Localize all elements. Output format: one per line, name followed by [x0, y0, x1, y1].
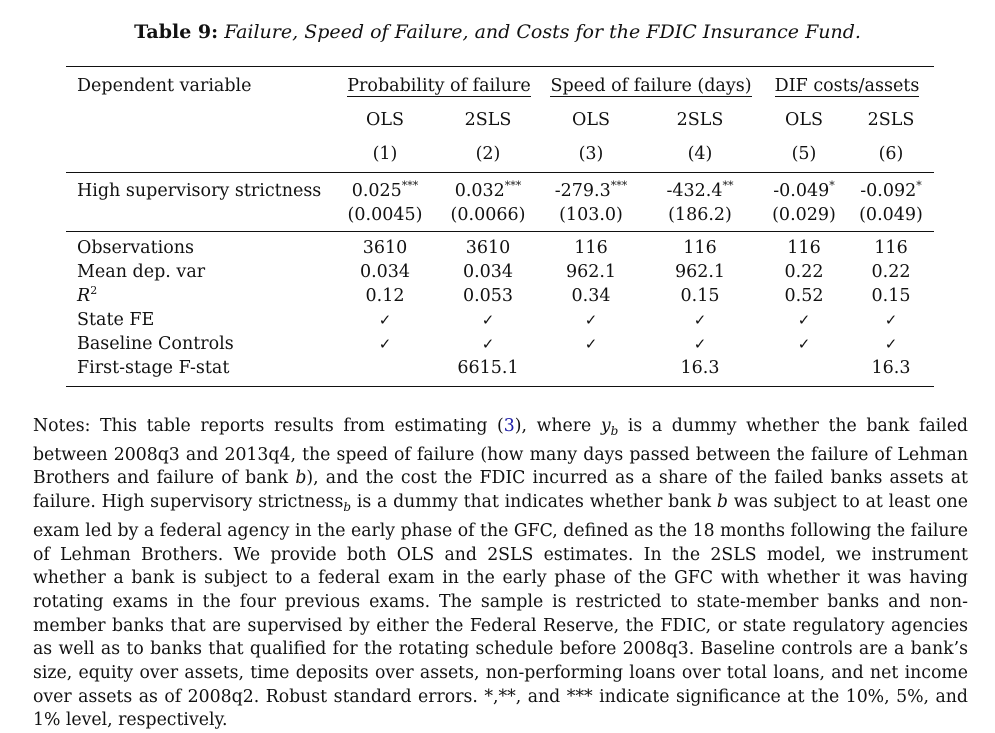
coef-row: High supervisory strictness 0.025*** 0.0…	[66, 173, 934, 204]
se-cell: (0.029)	[760, 203, 848, 232]
stat-row-first-stage-f: First-stage F-stat 6615.1 16.3 16.3	[66, 356, 934, 387]
stat-row-observations: Observations 3610 3610 116 116 116 116	[66, 232, 934, 261]
check-icon: ✓	[481, 335, 495, 353]
stat-cell: 116	[683, 238, 717, 258]
stat-cell: 116	[874, 238, 908, 258]
se-cell: (103.0)	[542, 203, 640, 232]
stat-row-r-squared: R2 0.12 0.053 0.34 0.15 0.52 0.15	[66, 284, 934, 308]
method-header: 2SLS	[464, 110, 512, 130]
check-icon: ✓	[378, 311, 392, 329]
coef-cell: 0.032***	[454, 179, 522, 201]
stat-cell: 16.3	[640, 356, 760, 387]
stat-row-baseline-controls: Baseline Controls ✓ ✓ ✓ ✓ ✓ ✓	[66, 332, 934, 356]
table-notes: Notes: This table reports results from e…	[33, 416, 969, 731]
stat-cell	[336, 356, 434, 387]
stat-cell	[542, 356, 640, 387]
check-icon: ✓	[884, 311, 898, 329]
check-icon: ✓	[693, 335, 707, 353]
stat-cell: 0.15	[871, 286, 911, 306]
column-number: (4)	[640, 132, 760, 173]
group-header-dif-costs: DIF costs/assets	[774, 76, 920, 97]
equation-reference-link[interactable]: 3	[503, 416, 515, 436]
se-cell: (0.049)	[848, 203, 934, 232]
stat-cell: 3610	[362, 238, 408, 258]
header-group-row: Dependent variable Probability of failur…	[66, 66, 934, 98]
coef-cell: -279.3***	[554, 179, 628, 201]
column-number: (6)	[848, 132, 934, 173]
coef-cell: -0.092*	[860, 179, 922, 201]
column-number-row: (1) (2) (3) (4) (5) (6)	[66, 132, 934, 173]
check-icon: ✓	[797, 311, 811, 329]
stat-cell: 0.15	[680, 286, 720, 306]
coef-cell: -0.049*	[773, 179, 835, 201]
method-header: OLS	[366, 110, 404, 130]
column-number: (3)	[542, 132, 640, 173]
check-icon: ✓	[378, 335, 392, 353]
row-label: State FE	[77, 310, 155, 330]
stat-cell: 962.1	[565, 262, 617, 282]
check-icon: ✓	[481, 311, 495, 329]
check-icon: ✓	[797, 335, 811, 353]
stat-cell: 0.034	[462, 262, 514, 282]
stat-cell: 6615.1	[434, 356, 542, 387]
stat-cell: 0.52	[784, 286, 824, 306]
regression-table: Dependent variable Probability of failur…	[66, 66, 934, 387]
stat-cell: 962.1	[674, 262, 726, 282]
row-label: Baseline Controls	[77, 334, 234, 354]
row-label: R2	[77, 284, 98, 306]
row-label-high-supervisory-strictness: High supervisory strictness	[77, 181, 322, 201]
check-icon: ✓	[584, 311, 598, 329]
column-number: (2)	[434, 132, 542, 173]
caption-text: Failure, Speed of Failure, and Costs for…	[224, 21, 861, 43]
check-icon: ✓	[884, 335, 898, 353]
column-number: (1)	[336, 132, 434, 173]
stat-cell: 0.22	[871, 262, 911, 282]
group-header-speed: Speed of failure (days)	[550, 76, 752, 97]
caption-label: Table 9:	[134, 21, 219, 43]
se-row: (0.0045) (0.0066) (103.0) (186.2) (0.029…	[66, 203, 934, 232]
stat-cell: 0.053	[462, 286, 514, 306]
row-label: First-stage F-stat	[66, 356, 336, 387]
stat-cell: 16.3	[848, 356, 934, 387]
coef-cell: -432.4**	[666, 179, 734, 201]
stat-cell: 0.12	[365, 286, 405, 306]
column-number: (5)	[760, 132, 848, 173]
group-header-probability: Probability of failure	[347, 76, 531, 97]
stat-cell	[760, 356, 848, 387]
stat-cell: 0.22	[784, 262, 824, 282]
coef-cell: 0.025***	[351, 179, 419, 201]
stat-cell: 3610	[465, 238, 511, 258]
method-row: OLS 2SLS OLS 2SLS OLS 2SLS	[66, 98, 934, 132]
stat-row-mean-dep-var: Mean dep. var 0.034 0.034 962.1 962.1 0.…	[66, 260, 934, 284]
row-label: Mean dep. var	[77, 262, 206, 282]
stat-cell: 0.34	[571, 286, 611, 306]
stat-row-state-fe: State FE ✓ ✓ ✓ ✓ ✓ ✓	[66, 308, 934, 332]
stat-cell: 0.034	[359, 262, 411, 282]
check-icon: ✓	[584, 335, 598, 353]
stat-cell: 116	[787, 238, 821, 258]
se-cell: (0.0045)	[336, 203, 434, 232]
method-header: OLS	[785, 110, 823, 130]
row-label: Observations	[77, 238, 194, 258]
stat-cell: 116	[574, 238, 608, 258]
se-cell: (0.0066)	[434, 203, 542, 232]
table-caption: Table 9: Failure, Speed of Failure, and …	[0, 18, 995, 46]
method-header: OLS	[572, 110, 610, 130]
se-cell: (186.2)	[640, 203, 760, 232]
method-header: 2SLS	[676, 110, 724, 130]
check-icon: ✓	[693, 311, 707, 329]
method-header: 2SLS	[867, 110, 915, 130]
dep-var-label: Dependent variable	[66, 66, 336, 98]
